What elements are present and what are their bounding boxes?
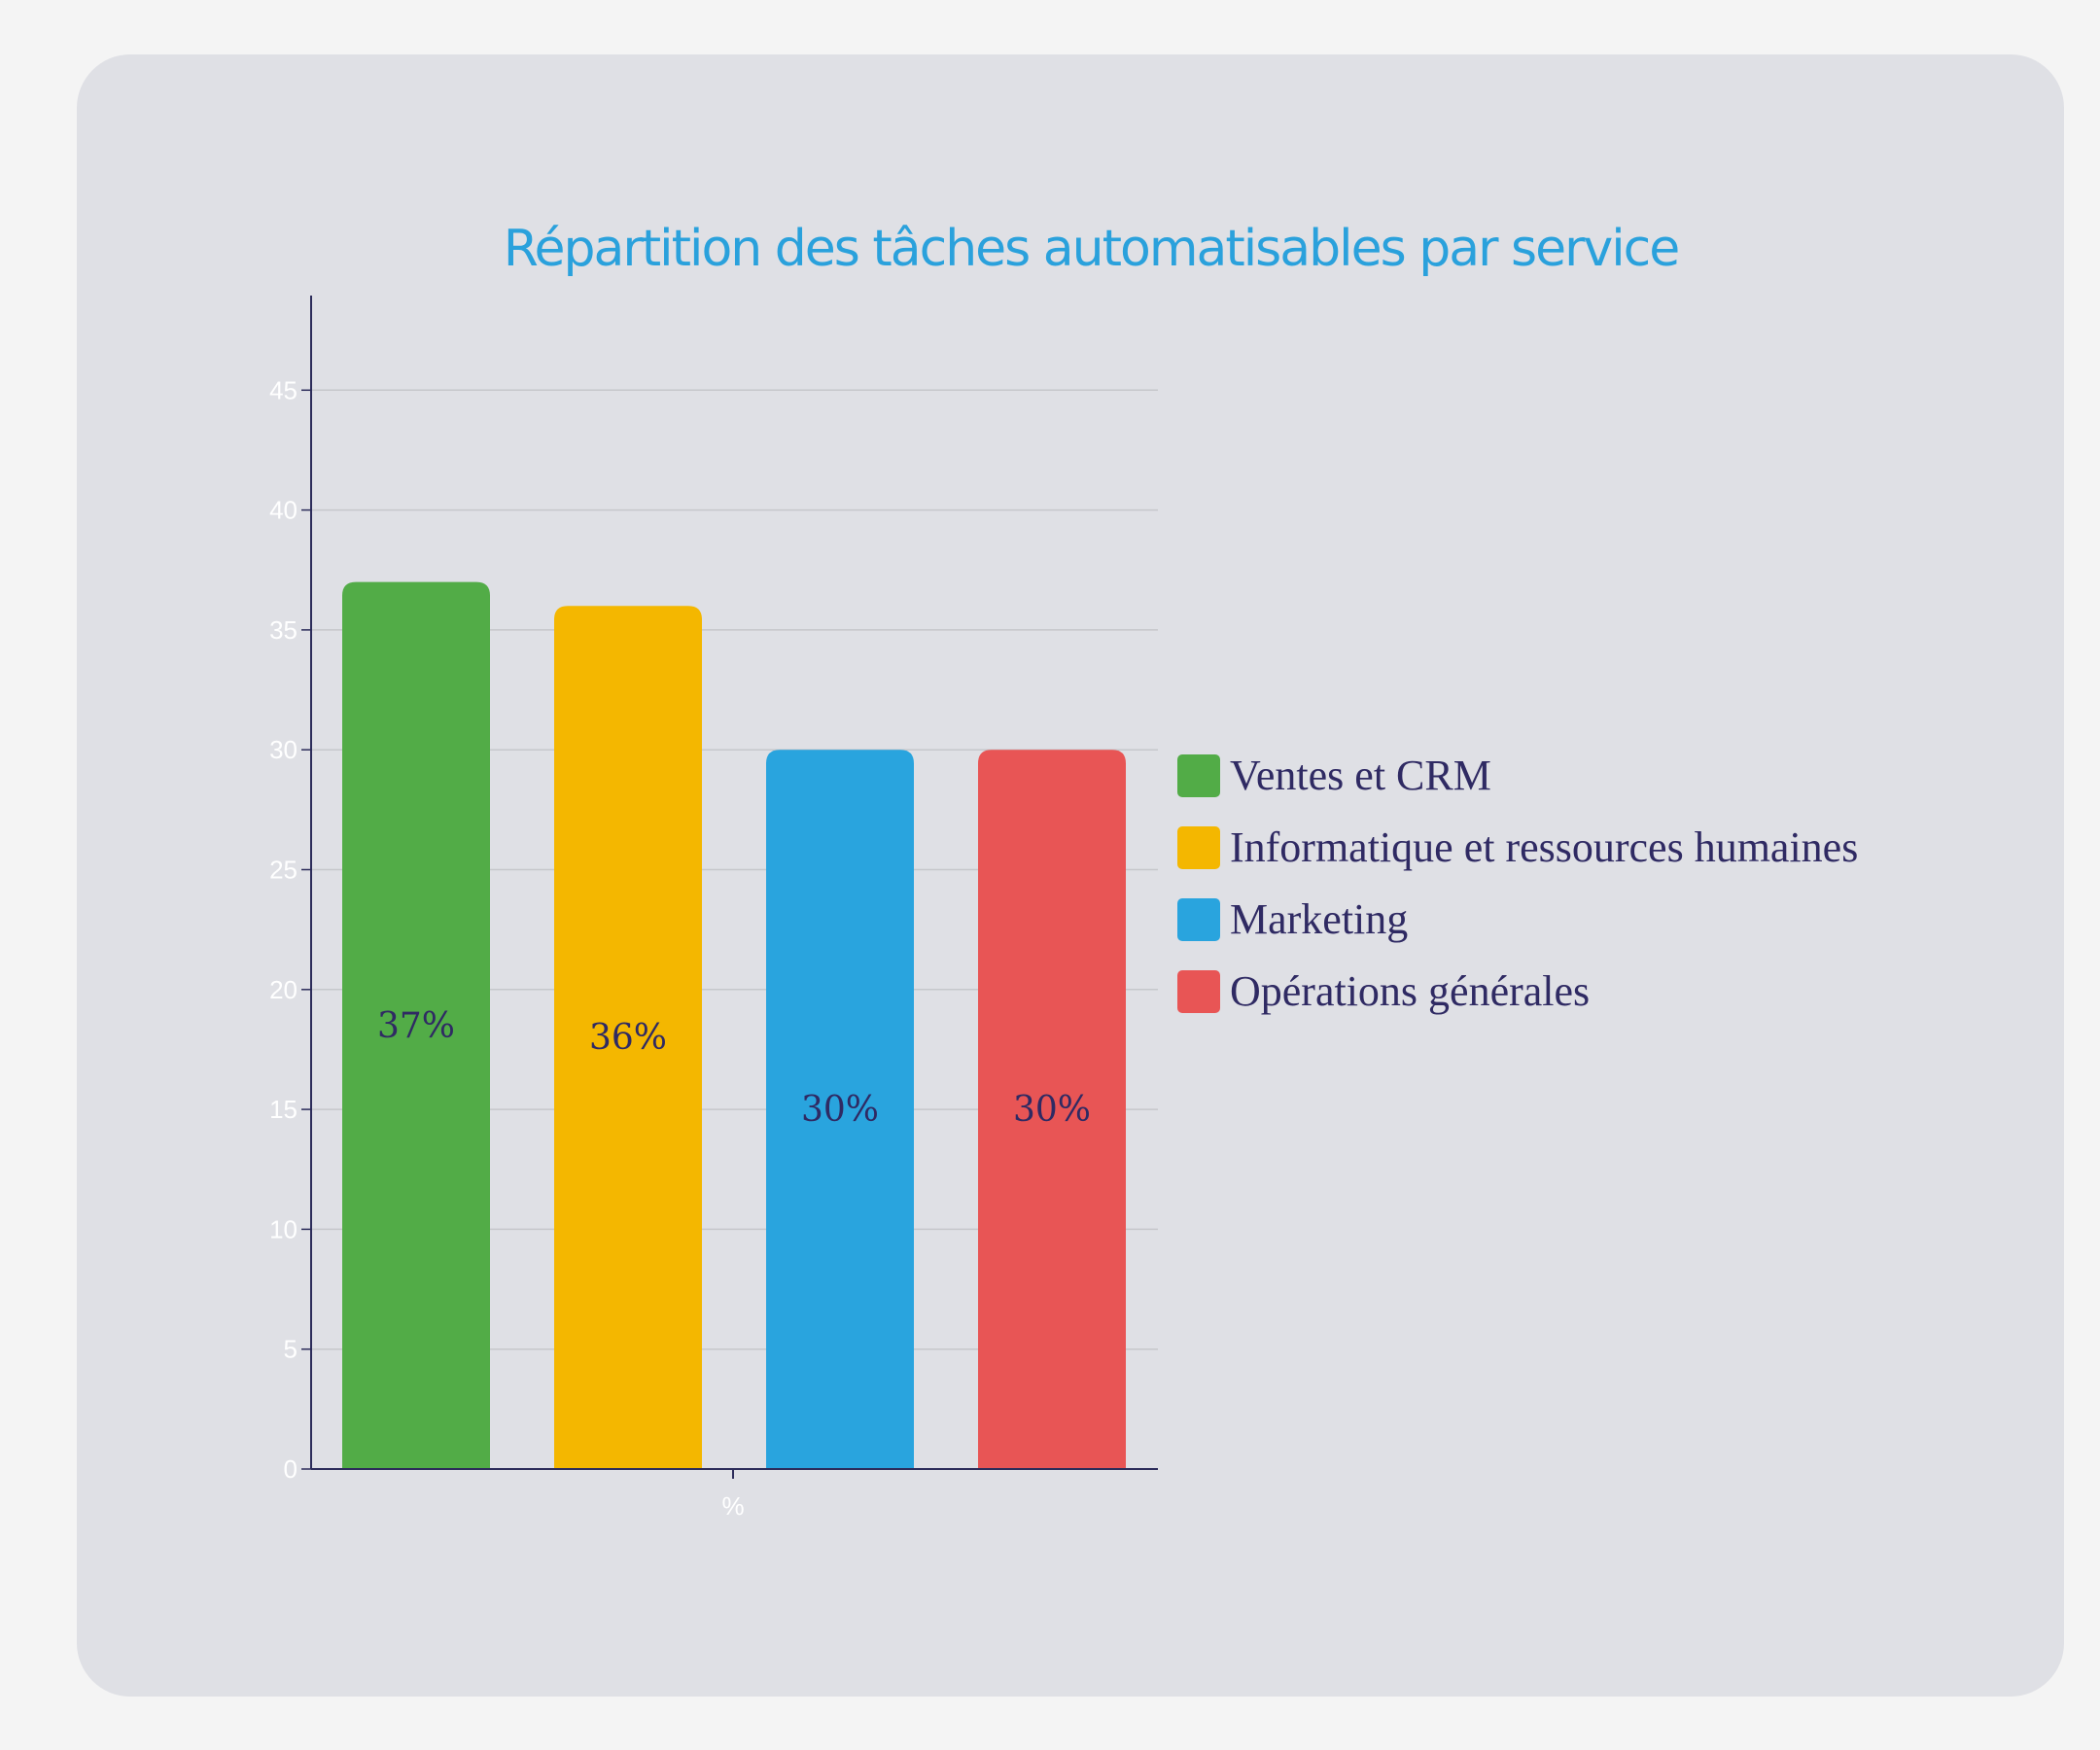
legend-label: Informatique et ressources humaines xyxy=(1230,823,1858,871)
bar xyxy=(342,581,490,1469)
legend-swatch xyxy=(1177,826,1220,869)
bar-labels: 37% 36% 30% 30% xyxy=(377,1006,1091,1130)
legend-swatch xyxy=(1177,898,1220,941)
legend-label: Marketing xyxy=(1230,895,1408,943)
bar-value-label: 37% xyxy=(377,1006,455,1046)
legend-swatch xyxy=(1177,754,1220,797)
y-tick-label: 5 xyxy=(284,1335,298,1364)
bar-chart: Répartition des tâches automatisables pa… xyxy=(269,220,1858,1521)
legend: Ventes et CRM Informatique et ressources … xyxy=(1177,752,1858,1015)
bar xyxy=(766,750,914,1469)
legend-label: Opérations générales xyxy=(1230,967,1590,1015)
y-tick-label: 15 xyxy=(269,1095,298,1124)
bar xyxy=(978,750,1126,1469)
axes xyxy=(310,296,1158,1479)
y-tick-label: 30 xyxy=(269,735,298,764)
legend-label: Ventes et CRM xyxy=(1230,752,1491,799)
bar-value-label: 30% xyxy=(1013,1090,1091,1130)
bar-value-label: 36% xyxy=(589,1018,667,1058)
y-tick-label: 0 xyxy=(284,1454,298,1484)
y-tick-label: 35 xyxy=(269,615,298,645)
y-tick-label: 45 xyxy=(269,375,298,404)
bar-value-label: 30% xyxy=(801,1090,879,1130)
y-tick-label: 40 xyxy=(269,496,298,525)
x-axis-label: % xyxy=(721,1491,744,1521)
y-axis-ticks: 0 5 10 15 20 25 30 35 40 45 xyxy=(269,375,311,1484)
bar xyxy=(554,606,702,1469)
y-tick-label: 25 xyxy=(269,856,298,885)
y-tick-label: 10 xyxy=(269,1214,298,1243)
legend-swatch xyxy=(1177,970,1220,1013)
chart-title: Répartition des tâches automatisables pa… xyxy=(504,220,1679,278)
bars xyxy=(342,581,1126,1469)
chart-card: Répartition des tâches automatisables pa… xyxy=(77,54,2064,1697)
y-tick-label: 20 xyxy=(269,975,298,1004)
